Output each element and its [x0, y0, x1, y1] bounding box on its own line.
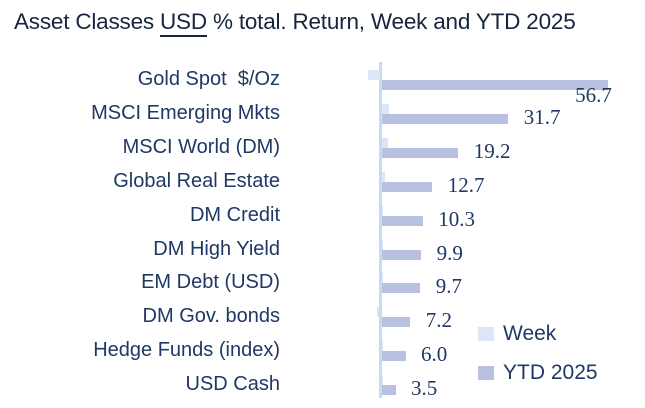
ytd-value-label: 7.2: [425, 308, 453, 333]
ytd-bar: [381, 385, 396, 396]
y-axis-line: [379, 62, 382, 398]
ytd-swatch: [478, 366, 494, 380]
ytd-value-label: 3.5: [411, 376, 438, 401]
ytd-bar: [381, 147, 459, 158]
chart-row: DM High Yield 9.9: [0, 232, 645, 266]
week-bar: [381, 273, 383, 284]
ytd-value-label: 31.7: [523, 104, 561, 129]
chart-row: MSCI World (DM) 19.2: [0, 130, 645, 164]
category-label: MSCI World (DM): [122, 135, 280, 158]
legend-week-label: Week: [503, 322, 557, 345]
week-bar: [381, 375, 383, 386]
chart-row: EM Debt (USD) 9.7: [0, 265, 645, 299]
title-prefix: Asset Classes: [14, 9, 160, 34]
legend-item-ytd: YTD 2025: [478, 361, 598, 385]
category-label: Gold Spot $/Oz: [137, 68, 280, 90]
ytd-value-label: 6.0: [421, 342, 448, 367]
week-bar: [377, 307, 380, 318]
week-bar: [381, 103, 389, 114]
ytd-bar: [381, 283, 421, 294]
ytd-value-label: 9.9: [436, 240, 463, 265]
ytd-bar: [381, 80, 609, 90]
ytd-value-label: 10.3: [438, 206, 475, 231]
legend: Week YTD 2025: [478, 322, 598, 400]
ytd-value-label: 19.2: [473, 138, 511, 163]
ytd-bar: [381, 113, 509, 124]
ytd-bar: [381, 249, 422, 260]
chart-row: DM Gov. bonds 7.2: [0, 299, 645, 333]
category-label: Hedge Funds (index): [93, 339, 280, 362]
chart-row: Hedge Funds (index) 6.0: [0, 333, 645, 367]
ytd-bar: [381, 317, 411, 328]
category-label: DM Gov. bonds: [142, 305, 280, 328]
chart-row: Gold Spot $/Oz 56.7: [0, 62, 645, 107]
title-suffix: % total. Return, Week and YTD 2025: [206, 9, 576, 34]
week-bar: [381, 239, 383, 250]
category-label: USD Cash: [185, 373, 280, 396]
chart-title: Asset Classes USD % total. Return, Week …: [14, 9, 634, 37]
chart-row: USD Cash 3.5: [0, 367, 645, 401]
week-bar: [381, 341, 383, 352]
ytd-bar: [381, 181, 433, 192]
chart-row: Global Real Estate 12.7: [0, 164, 645, 198]
ytd-value-label: 9.7: [435, 274, 463, 299]
category-label: Global Real Estate: [113, 169, 280, 192]
week-bar: [381, 137, 389, 148]
ytd-bar: [381, 351, 406, 362]
category-label: MSCI Emerging Mkts: [91, 101, 280, 124]
category-label: DM Credit: [189, 203, 280, 226]
ytd-value-label: 12.7: [447, 172, 485, 197]
legend-ytd-label: YTD 2025: [503, 361, 598, 384]
chart-row: DM Credit 10.3: [0, 198, 645, 232]
ytd-value-label: 56.7: [575, 83, 612, 107]
ytd-bar: [381, 215, 423, 226]
legend-item-week: Week: [478, 322, 598, 346]
chart-row: MSCI Emerging Mkts 31.7: [0, 96, 645, 130]
title-underlined-usd: USD: [160, 9, 207, 37]
category-label: EM Debt (USD): [141, 271, 280, 294]
category-label: DM High Yield: [153, 237, 280, 260]
week-bar: [367, 70, 380, 80]
week-bar: [381, 171, 385, 182]
week-bar: [381, 205, 383, 216]
week-swatch: [478, 327, 494, 341]
